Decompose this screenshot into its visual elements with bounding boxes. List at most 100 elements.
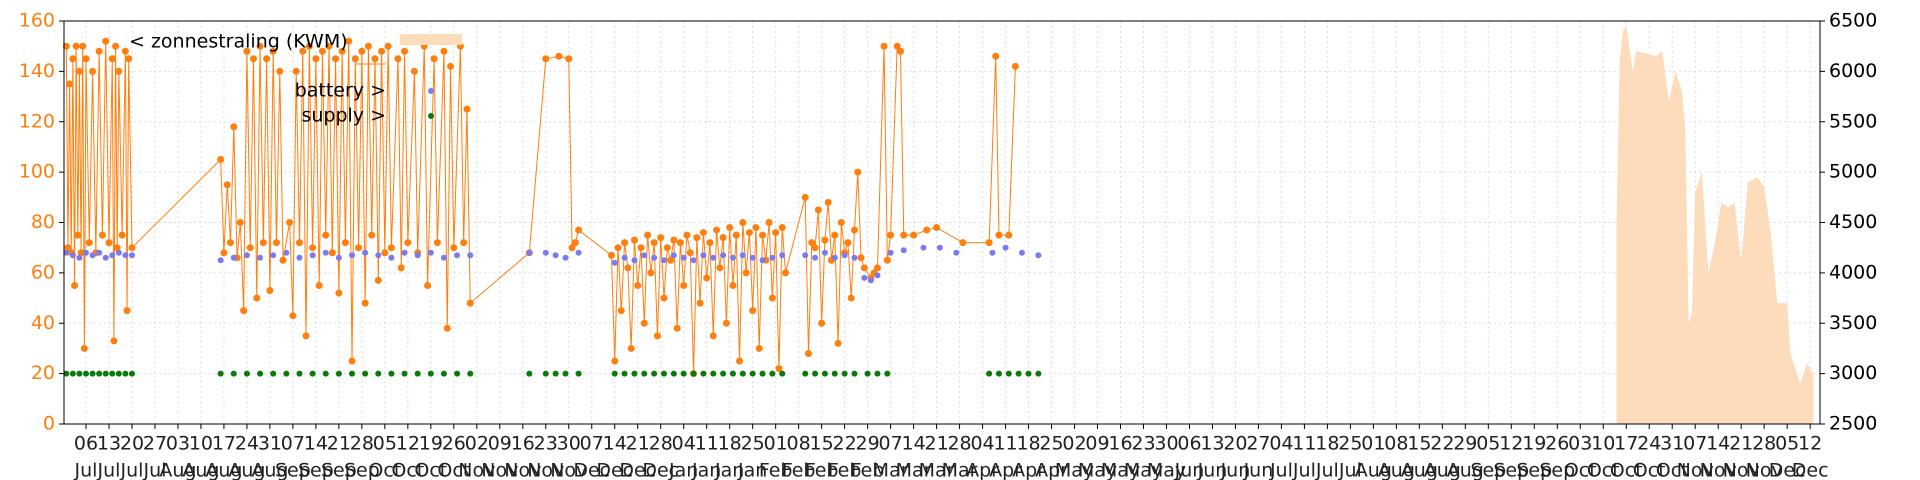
x-tick-label: 13	[1200, 433, 1224, 455]
x-tick-sublabel: Sep	[1516, 460, 1552, 480]
data-point	[887, 249, 894, 256]
data-point	[673, 324, 681, 332]
x-tick-label: 25	[741, 433, 765, 455]
data-point	[454, 370, 461, 377]
data-point	[736, 357, 744, 365]
x-tick-label: 01	[1361, 433, 1385, 455]
data-point	[896, 47, 904, 55]
data-point	[617, 307, 625, 315]
x-tick-label: 10	[189, 433, 213, 455]
data-point	[759, 370, 766, 377]
data-point	[325, 42, 333, 50]
x-tick-label: 17	[212, 433, 236, 455]
x-tick-sublabel: Jun	[1243, 460, 1274, 480]
data-point	[653, 332, 661, 340]
data-point	[322, 231, 330, 239]
data-point	[424, 281, 432, 289]
x-tick-sublabel: Oct	[368, 460, 401, 480]
data-point	[729, 254, 736, 261]
x-tick-label: 26	[1545, 433, 1569, 455]
data-point	[96, 370, 103, 377]
y2-tick-label: 6500	[1829, 10, 1877, 32]
data-point	[345, 37, 353, 45]
data-point	[256, 42, 264, 50]
data-point	[387, 244, 395, 252]
data-point	[272, 239, 280, 247]
x-tick-label: 30	[1154, 433, 1178, 455]
data-point	[562, 370, 569, 377]
data-point	[447, 62, 455, 70]
data-point	[752, 224, 760, 232]
data-point	[772, 229, 780, 237]
data-point	[713, 226, 721, 234]
x-tick-sublabel: Jun	[1197, 460, 1228, 480]
data-point	[920, 244, 927, 251]
data-point	[732, 231, 740, 239]
x-tick-label: 29	[856, 433, 880, 455]
x-tick-label: 07	[580, 433, 604, 455]
data-point	[384, 42, 392, 50]
data-point	[992, 52, 1000, 60]
data-point	[121, 47, 129, 55]
x-tick-sublabel: Aug	[182, 460, 219, 480]
x-tick-sublabel: Feb	[759, 460, 793, 480]
data-point	[690, 370, 697, 377]
data-point	[661, 370, 668, 377]
data-point	[374, 276, 382, 284]
data-point	[657, 234, 665, 242]
x-tick-label: 02	[465, 433, 489, 455]
x-tick-sublabel: Oct	[1587, 460, 1620, 480]
data-point	[335, 289, 343, 297]
data-point	[283, 370, 290, 377]
x-tick-label: 04	[970, 433, 994, 455]
data-point	[292, 67, 300, 75]
data-point	[368, 231, 376, 239]
data-point	[716, 264, 724, 272]
data-point	[571, 239, 579, 247]
data-point	[427, 249, 434, 256]
x-tick-label: 09	[488, 433, 512, 455]
x-tick-sublabel: Jan	[714, 460, 744, 480]
data-point	[699, 229, 707, 237]
data-point	[953, 249, 960, 256]
data-point	[96, 249, 103, 256]
x-tick-sublabel: Nov	[527, 460, 564, 480]
x-tick-label: 31	[1660, 433, 1684, 455]
data-point	[821, 370, 828, 377]
data-point	[217, 257, 224, 264]
x-tick-label: 09	[1085, 433, 1109, 455]
data-point	[690, 257, 697, 264]
data-point	[289, 312, 297, 320]
data-point	[775, 365, 783, 373]
x-tick-label: 26	[442, 433, 466, 455]
x-tick-sublabel: Aug	[228, 460, 265, 480]
x-tick-sublabel: Mar	[942, 460, 978, 480]
y-tick-label: 40	[31, 312, 55, 334]
data-point	[923, 226, 931, 234]
data-point	[69, 370, 76, 377]
x-tick-sublabel: Sep	[1493, 460, 1529, 480]
data-point	[227, 239, 235, 247]
data-point	[220, 249, 228, 257]
data-point	[63, 370, 70, 377]
x-tick-sublabel: Feb	[851, 460, 885, 480]
x-tick-label: 21	[1729, 433, 1753, 455]
data-point	[279, 256, 287, 264]
data-point	[466, 299, 474, 307]
x-tick-sublabel: Nov	[1723, 460, 1760, 480]
x-tick-label: 18	[1315, 433, 1339, 455]
x-tick-sublabel: Dec	[573, 460, 610, 480]
data-point	[102, 254, 109, 261]
data-point	[739, 252, 746, 259]
x-tick-label: 03	[166, 433, 190, 455]
data-point	[105, 239, 113, 247]
x-tick-sublabel: Apr	[966, 460, 999, 480]
data-point	[847, 294, 855, 302]
data-point	[650, 239, 658, 247]
data-point	[749, 254, 756, 261]
data-point	[1035, 252, 1042, 259]
data-point	[995, 231, 1003, 239]
x-tick-sublabel: Nov	[1700, 460, 1737, 480]
data-point	[375, 252, 382, 259]
plot-layer	[62, 20, 1820, 425]
